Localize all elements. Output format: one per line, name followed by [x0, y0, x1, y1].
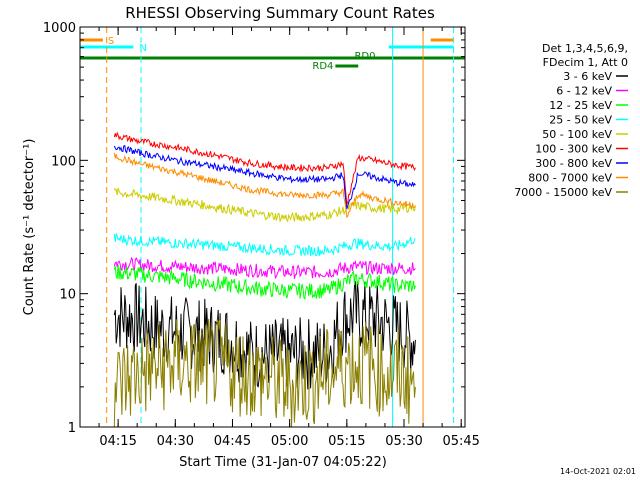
x-tick-label-2: 04:45	[214, 434, 251, 449]
y-tick-label-0: 1	[68, 421, 76, 436]
x-tick-label-0: 04:15	[99, 434, 136, 449]
y-axis: 1 10 100 1000	[43, 21, 465, 436]
series-line-1	[113, 256, 416, 280]
chart-title: RHESSI Observing Summary Count Rates	[125, 4, 435, 22]
y-tick-label-3: 1000	[43, 21, 76, 36]
flag-label-s: S	[108, 36, 114, 47]
series-line-5	[113, 131, 416, 206]
legend-entry-label-7: 800 - 7000 keV	[528, 172, 612, 185]
legend-entry-label-3: 25 - 50 keV	[549, 114, 612, 127]
series-line-6	[113, 144, 416, 210]
footer-date: 14-Oct-2021 02:01	[560, 467, 636, 476]
series-line-7	[113, 152, 416, 219]
legend-entry-label-4: 50 - 100 keV	[542, 128, 612, 141]
series-line-2	[113, 264, 416, 300]
legend-entry-label-1: 6 - 12 keV	[556, 85, 612, 98]
series-line-8	[113, 318, 416, 427]
legend-entry-label-8: 7000 - 15000 keV	[514, 186, 612, 199]
vertical-markers-layer	[106, 27, 455, 427]
series-layer	[113, 131, 416, 427]
x-tick-label-4: 05:15	[328, 434, 365, 449]
legend-entry-label-5: 100 - 300 keV	[535, 143, 612, 156]
x-axis-label: Start Time (31-Jan-07 04:05:22)	[179, 455, 387, 470]
flag-label-n: N	[139, 43, 146, 54]
legend: Det 1,3,4,5,6,9, FDecim 1, Att 0 3 - 6 k…	[514, 42, 628, 199]
plot-frame	[79, 26, 466, 428]
flag-label-rd4: RD4	[312, 61, 333, 72]
x-axis: 04:15 04:30 04:45 05:00 05:15 05:30 05:45	[79, 27, 480, 449]
legend-entry-label-6: 300 - 800 keV	[535, 157, 612, 170]
x-tick-label-1: 04:30	[157, 434, 194, 449]
flag-bars-layer: S N RD0 RD4	[80, 36, 465, 72]
x-tick-label-5: 05:30	[385, 434, 422, 449]
legend-header-line-1: Det 1,3,4,5,6,9,	[542, 42, 628, 55]
x-tick-label-3: 05:00	[271, 434, 308, 449]
y-tick-label-2: 100	[51, 154, 76, 169]
series-line-4	[113, 187, 416, 223]
legend-header-line-2: FDecim 1, Att 0	[543, 56, 628, 69]
legend-entry-label-2: 12 - 25 keV	[549, 99, 612, 112]
legend-entry-label-0: 3 - 6 keV	[563, 70, 612, 83]
x-tick-label-6: 05:45	[442, 434, 479, 449]
y-axis-label: Count Rate (s⁻¹ detector⁻¹)	[22, 139, 37, 316]
y-tick-label-1: 10	[59, 288, 76, 303]
series-line-3	[113, 232, 416, 257]
flag-label-rd0: RD0	[354, 51, 375, 62]
